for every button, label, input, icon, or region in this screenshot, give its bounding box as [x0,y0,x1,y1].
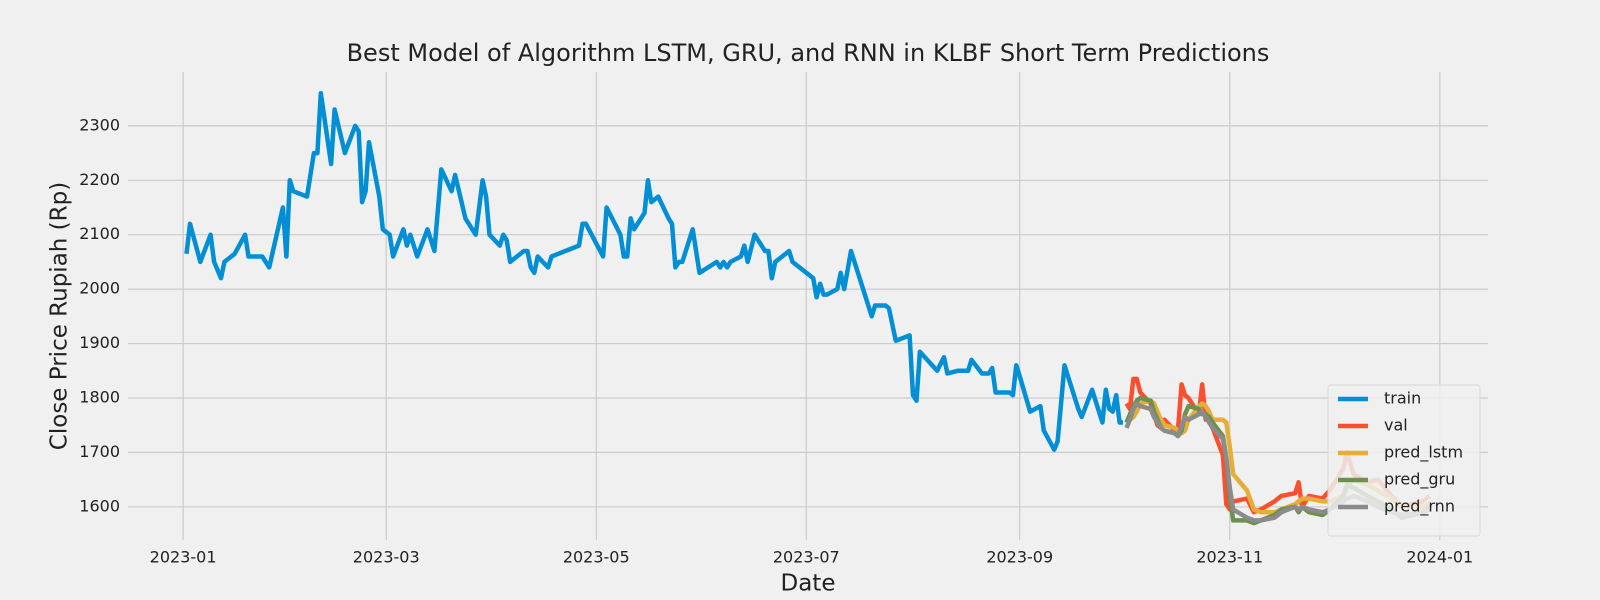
legend-label: pred_gru [1384,470,1455,490]
x-tick-label: 2023-09 [986,548,1053,567]
legend-label: pred_rnn [1384,497,1455,517]
y-tick-label: 1600 [79,496,120,515]
x-tick-label: 2023-07 [773,548,840,567]
y-tick-label: 1700 [79,442,120,461]
legend-label: pred_lstm [1384,443,1463,463]
y-tick-label: 1900 [79,333,120,352]
y-tick-label: 2300 [79,115,120,134]
x-tick-label: 2023-01 [150,548,217,567]
chart-title: Best Model of Algorithm LSTM, GRU, and R… [347,39,1270,67]
y-axis-label: Close Price Rupiah (Rp) [47,182,73,450]
legend-box [1327,384,1481,537]
x-tick-label: 2023-05 [563,548,630,567]
legend-label: val [1384,416,1408,435]
y-tick-label: 1800 [79,387,120,406]
y-tick-label: 2200 [79,170,120,189]
x-tick-label: 2024-01 [1406,548,1473,567]
x-tick-label: 2023-11 [1196,548,1263,567]
y-tick-label: 2000 [79,279,120,298]
legend-label: train [1384,389,1421,408]
x-axis-label: Date [781,571,836,597]
legend: train val pred_lstm pred_gru pred_rnn [1327,384,1481,537]
series-line [184,90,1123,452]
x-tick-label: 2023-03 [353,548,420,567]
y-tick-label: 2100 [79,224,120,243]
